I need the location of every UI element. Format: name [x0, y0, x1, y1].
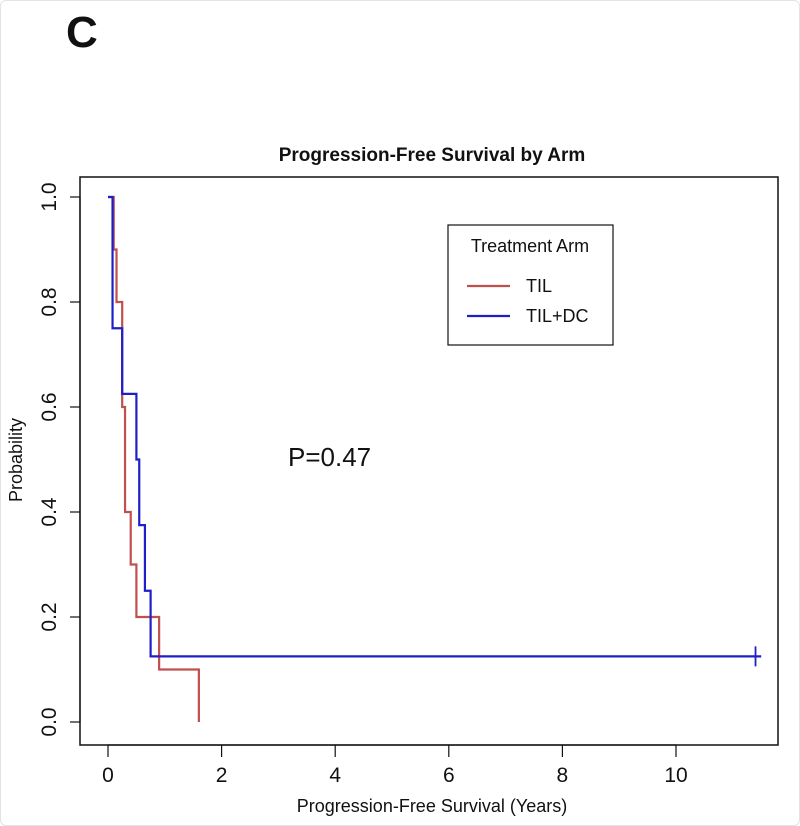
- x-axis: 0 2 4 6 8 10: [102, 744, 688, 787]
- x-tick-label: 8: [557, 764, 569, 787]
- series-line-til: [108, 195, 200, 722]
- y-tick-label: 0.4: [38, 497, 61, 527]
- series-layer: [108, 195, 762, 722]
- y-axis: 0.0 0.2 0.4 0.6 0.8 1.0: [38, 182, 81, 737]
- legend: Treatment Arm TIL TIL+DC: [447, 224, 614, 346]
- y-tick-label: 0.0: [38, 707, 61, 736]
- series-line-til-dc: [108, 195, 762, 658]
- plot-frame: [79, 176, 779, 746]
- p-value-annotation: P=0.47: [288, 442, 371, 472]
- x-tick-label: 0: [102, 764, 114, 787]
- y-axis-label: Probability: [6, 418, 26, 502]
- legend-label-til-dc: TIL+DC: [526, 306, 589, 326]
- legend-label-til: TIL: [526, 276, 552, 296]
- x-tick-label: 4: [329, 764, 341, 787]
- y-tick-label: 1.0: [38, 182, 61, 211]
- x-tick-label: 10: [664, 764, 687, 787]
- y-tick-label: 0.2: [38, 602, 61, 631]
- chart-title: Progression-Free Survival by Arm: [279, 145, 586, 166]
- y-tick-label: 0.6: [38, 392, 61, 421]
- panel-letter: C: [66, 8, 98, 57]
- y-tick-label: 0.8: [38, 287, 61, 316]
- x-tick-label: 6: [443, 764, 455, 787]
- x-axis-label: Progression-Free Survival (Years): [297, 796, 567, 816]
- x-tick-label: 2: [216, 764, 228, 787]
- legend-title: Treatment Arm: [471, 236, 589, 256]
